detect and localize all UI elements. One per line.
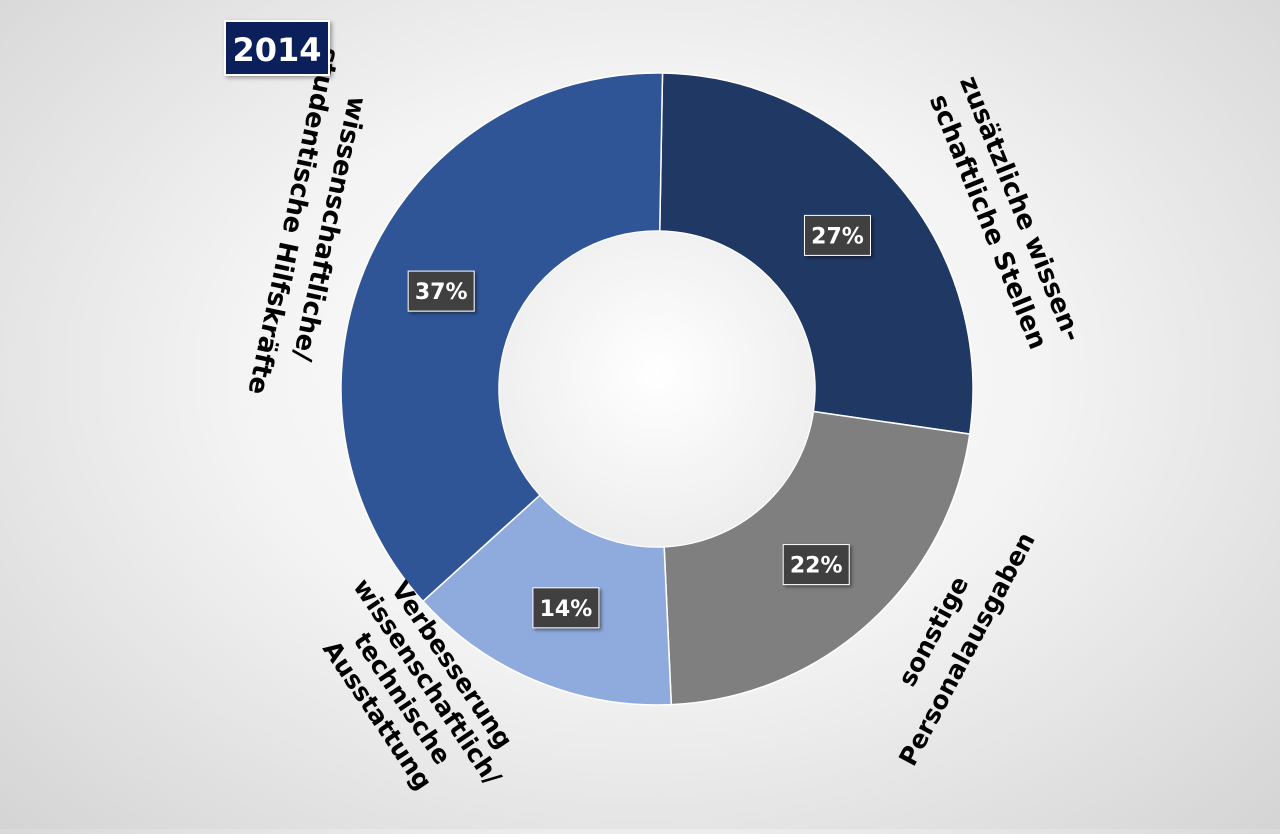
value-label: 22% bbox=[782, 544, 850, 586]
value-label-box bbox=[782, 544, 850, 586]
value-label-text: 22% bbox=[790, 554, 843, 579]
donut-hole bbox=[499, 231, 815, 547]
year-badge: 2014 bbox=[224, 20, 330, 76]
donut-slice bbox=[340, 72, 664, 603]
value-label-text: 14% bbox=[540, 597, 593, 622]
value-label-box bbox=[532, 587, 600, 629]
value-label-text: 37% bbox=[415, 280, 468, 305]
value-label-box bbox=[407, 270, 475, 312]
value-label-text: 27% bbox=[811, 224, 864, 249]
value-label-box bbox=[803, 214, 871, 256]
value-label: 27% bbox=[803, 214, 871, 256]
value-label: 37% bbox=[407, 270, 475, 312]
value-label: 14% bbox=[532, 587, 600, 629]
